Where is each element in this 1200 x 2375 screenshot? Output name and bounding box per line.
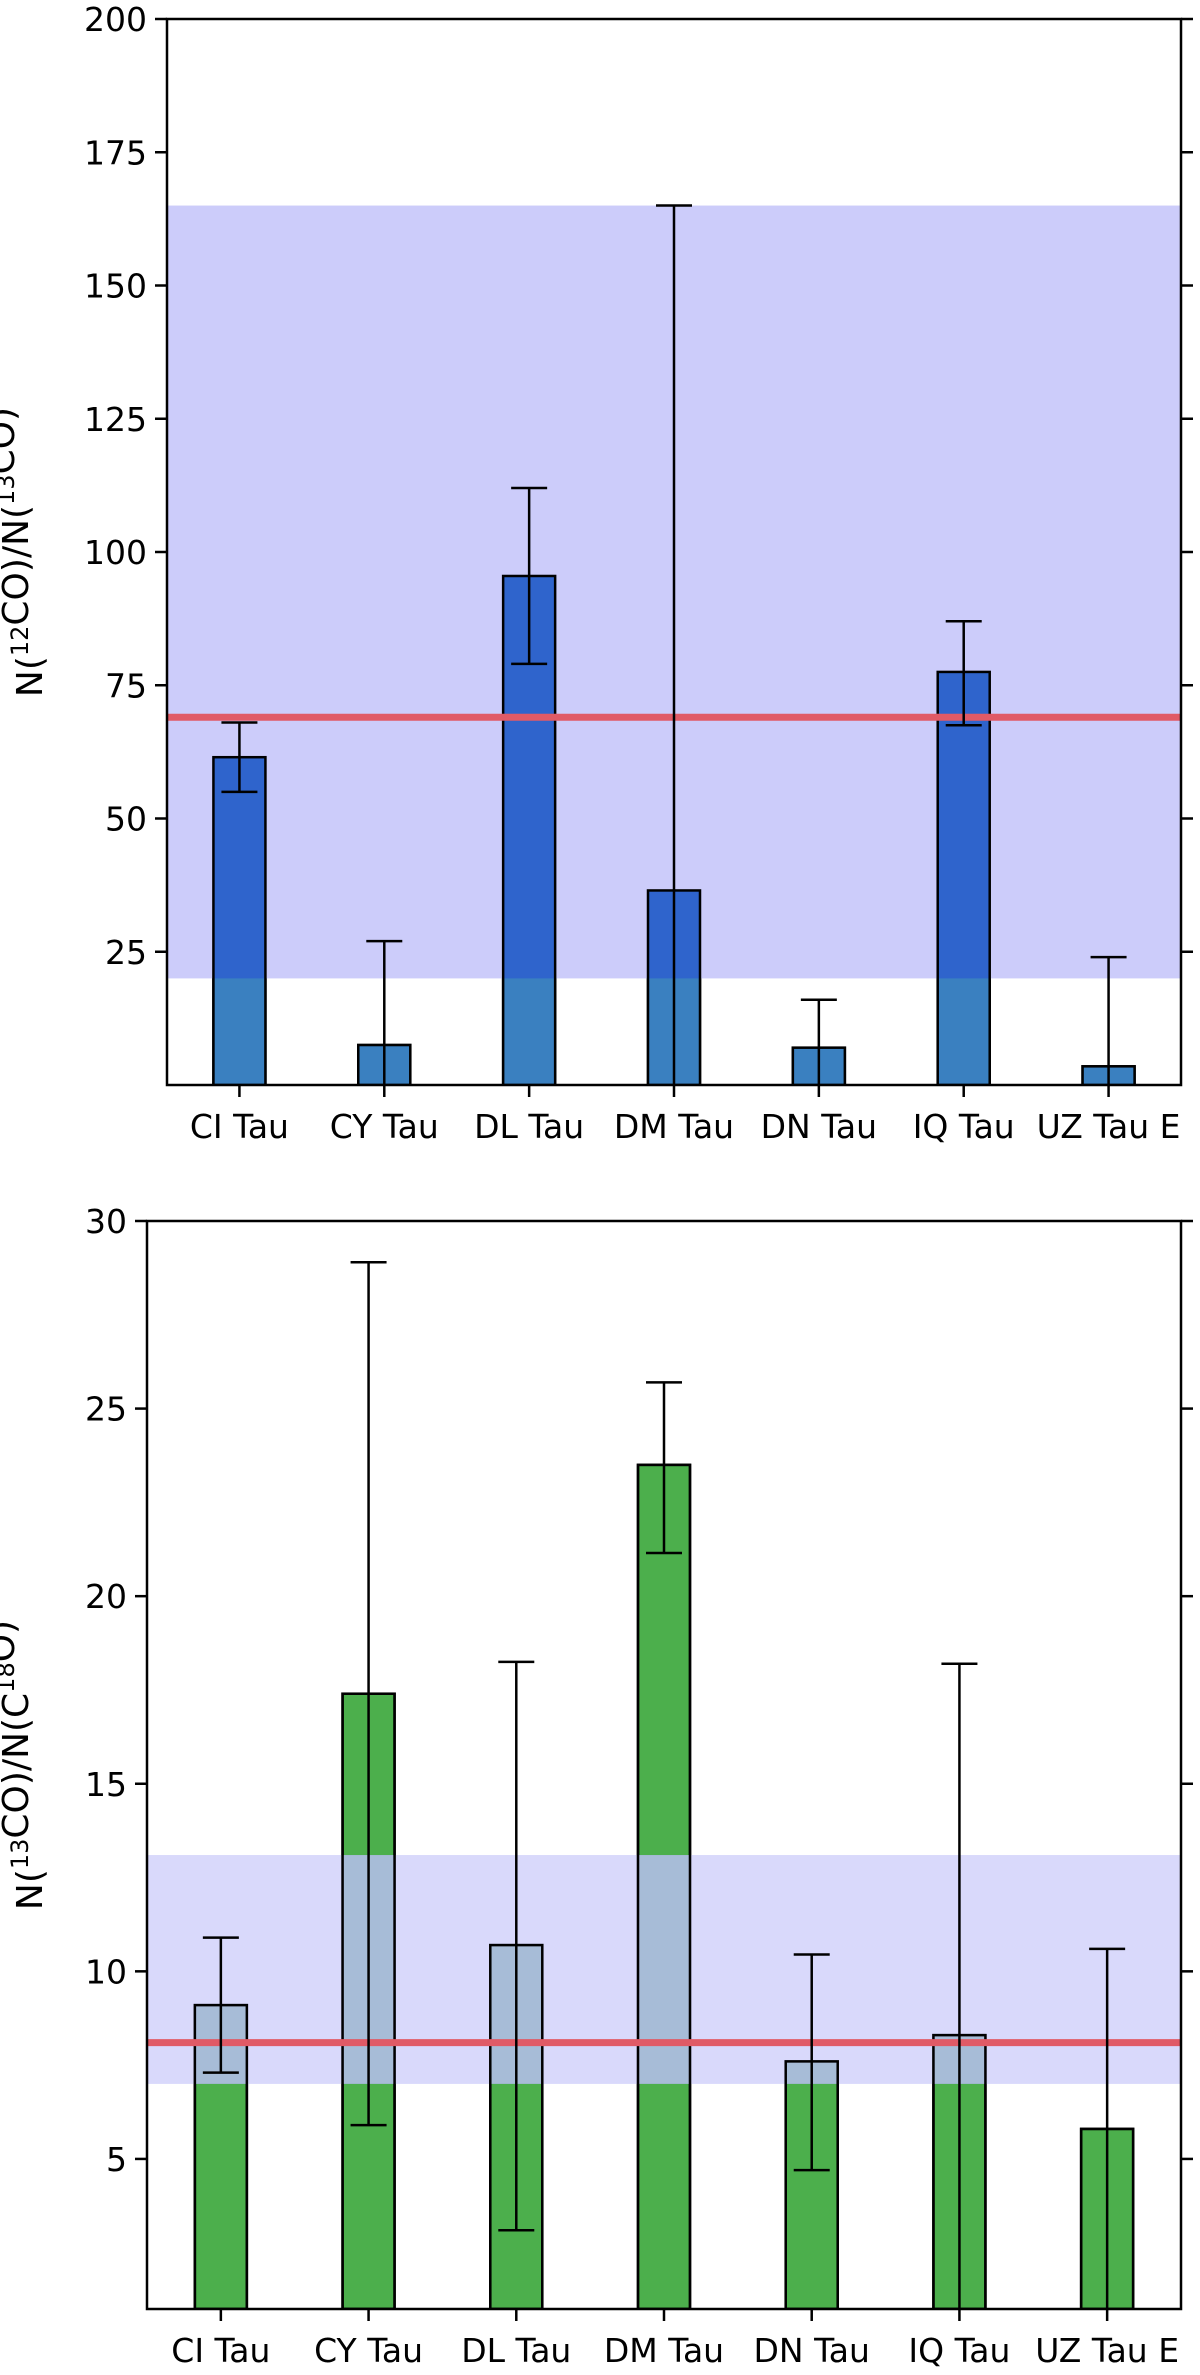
x-tick-label: DM Tau [604, 2331, 724, 2370]
x-tick-label: CY Tau [314, 2331, 423, 2370]
bar-front-dl-tau [501, 574, 557, 1085]
y-tick-label: 150 [84, 267, 147, 306]
y-tick-label: 5 [106, 2140, 127, 2179]
y-axis-label-superscript: 12 [6, 626, 34, 657]
y-axis-label-superscript: 13 [6, 1839, 34, 1870]
y-axis-label-superscript: 13 [0, 474, 20, 505]
error-bar-dn-tau [793, 1953, 830, 2172]
error-bar-dn-tau [800, 998, 837, 1085]
error-bar-uz-tau-e [1089, 1947, 1126, 2309]
plot-area [147, 1261, 1181, 2309]
y-axis-label-text: CO)/N(C [0, 1693, 37, 1839]
x-tick-label: DL Tau [461, 2331, 571, 2370]
y-axis-label: N(12CO)/N(13CO) [0, 407, 51, 697]
y-tick-label: 10 [85, 1952, 127, 1991]
error-bar-iq-tau [945, 620, 982, 727]
bar-fill-outside-band [503, 978, 556, 1085]
error-bar-uz-tau-e [1090, 955, 1127, 1085]
y-axis-label-text: N( [10, 656, 51, 697]
chart-panel-1: 25 50 75 100 125 150 175 200 CI Tau CY Tau DL Tau D… [0, 0, 1193, 1146]
y-axis-label-text: CO)/N( [0, 505, 37, 626]
bar-front-ci-tau [212, 755, 267, 1085]
error-bar-cy-tau [350, 1261, 387, 2127]
y-axis-label-text: O) [0, 1620, 23, 1662]
x-tick-label: CY Tau [330, 1107, 439, 1146]
x-tick-label: DL Tau [474, 1107, 584, 1146]
y-tick-label: 125 [84, 400, 147, 439]
chart-panel-2: 5 10 15 20 25 30 CI Tau CY Tau DL Tau DM Tau DN Ta… [0, 1202, 1193, 2370]
reference-band [147, 1855, 1181, 2084]
y-tick-label: 20 [85, 1577, 127, 1616]
y-axis-label-text: N( [10, 1869, 51, 1910]
error-bar-ci-tau [221, 721, 258, 794]
error-bar-ci-tau [202, 1936, 239, 2074]
bar-fill-below-band [638, 2083, 690, 2309]
error-bar-dl-tau [498, 1660, 535, 2232]
y-axis-label-superscript: 18 [0, 1662, 20, 1693]
y-tick-label: 50 [105, 800, 147, 839]
y-tick-label: 175 [84, 133, 147, 172]
x-tick-label: CI Tau [171, 2331, 270, 2370]
bar-front-iq-tau [936, 670, 991, 1085]
y-tick-label: 25 [85, 1390, 127, 1429]
y-tick-label: 100 [84, 533, 147, 572]
error-bar-cy-tau [366, 939, 403, 1085]
y-tick-label: 15 [85, 1765, 127, 1804]
error-bar-iq-tau [941, 1662, 978, 2309]
y-tick-label: 200 [84, 0, 147, 39]
bar-fill-outside-band [937, 978, 990, 1085]
x-tick-label: UZ Tau E [1035, 2331, 1179, 2370]
y-axis-label: N(13CO)/N(C18O) [0, 1620, 51, 1910]
x-tick-label: DN Tau [761, 1107, 877, 1146]
error-bar-dm-tau [656, 204, 692, 1085]
error-bar-dl-tau [511, 486, 548, 666]
x-tick-label: CI Tau [190, 1107, 289, 1146]
y-tick-label: 75 [105, 666, 147, 705]
error-bar-dm-tau [646, 1381, 682, 1555]
y-tick-label: 25 [105, 933, 147, 972]
x-tick-label: DM Tau [614, 1107, 734, 1146]
x-tick-label: DN Tau [754, 2331, 870, 2370]
x-tick-label: IQ Tau [908, 2331, 1010, 2370]
bar-fill-outside-band [213, 978, 266, 1085]
y-axis-label-text: CO) [0, 407, 23, 475]
bar-fill-below-band [194, 2083, 247, 2309]
x-tick-label: IQ Tau [913, 1107, 1015, 1146]
plot-area [167, 204, 1181, 1085]
x-tick-label: UZ Tau E [1037, 1107, 1181, 1146]
y-tick-label: 30 [85, 1202, 127, 1241]
